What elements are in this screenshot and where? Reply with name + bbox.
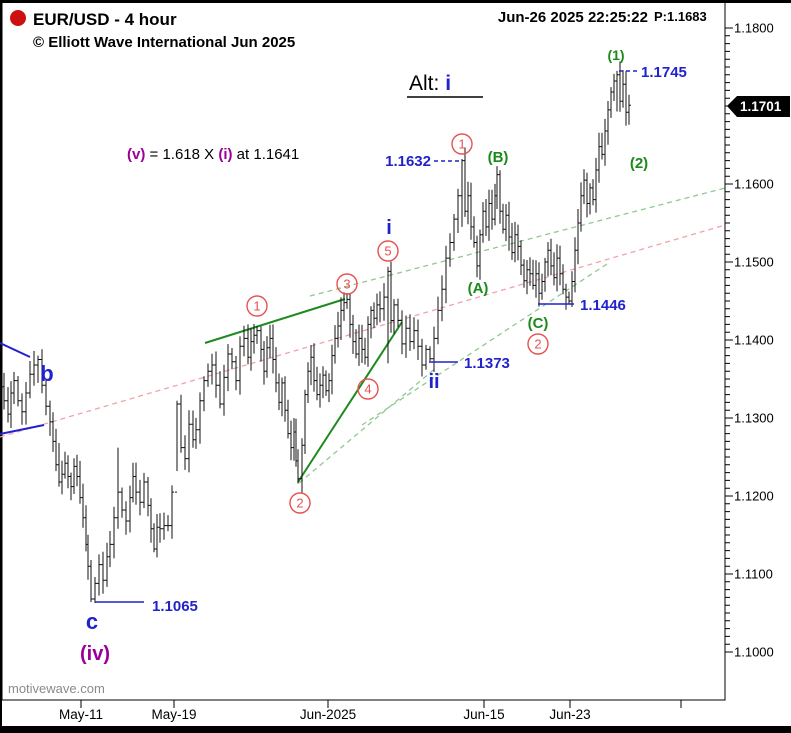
time-axis-label: May-19 [151, 707, 196, 722]
wave-label: (A) [468, 280, 489, 297]
circled-wave-number: 1 [458, 137, 465, 152]
wave-label: (2) [630, 155, 648, 172]
wave-label: (1) [607, 47, 624, 63]
price-callout-label: 1.1373 [464, 355, 510, 372]
price-callout-label: 1.1632 [385, 153, 431, 170]
circled-wave-number: 1 [253, 299, 260, 314]
circled-wave-number-ring [377, 240, 399, 262]
instrument-status-icon [10, 10, 26, 26]
price-callout-label: 1.1065 [152, 598, 198, 615]
copyright-label: © Elliott Wave International Jun 2025 [33, 34, 295, 51]
wave-label: (B) [488, 149, 509, 166]
trend-lines-layer [0, 187, 726, 484]
last-price-tag: 1.1701 [727, 96, 790, 117]
circled-wave-number-ring [289, 492, 311, 514]
trend-line-green_solid [204, 298, 346, 344]
axes-layer: 1.18001.17001.16001.15001.14001.13001.12… [59, 21, 774, 723]
chart-plot-area[interactable] [2, 2, 725, 700]
circled-wave-number-ring [336, 273, 358, 295]
trend-line-green_solid [297, 321, 403, 483]
time-axis-label: Jun-15 [463, 707, 504, 722]
circled-wave-number: 5 [384, 244, 391, 259]
price-callout-label: 1.1745 [641, 64, 687, 81]
circled-wave-number-ring [246, 295, 268, 317]
circled-wave-number-ring [451, 133, 473, 155]
time-axis-label: May-11 [59, 707, 103, 722]
time-axis-ticks [80, 700, 682, 708]
price-axis-label: 1.1300 [734, 411, 774, 426]
window-left-border [0, 0, 2, 727]
price-axis-label: 1.1000 [734, 645, 774, 660]
wave-label: i [386, 217, 392, 239]
price-axis-label: 1.1200 [734, 489, 774, 504]
circled-wave-number: 2 [296, 496, 303, 511]
price-indicator-label: P:1.1683 [654, 9, 707, 24]
price-axis-label: 1.1800 [734, 21, 774, 36]
circled-wave-number: 4 [364, 382, 371, 397]
wave-label: (iv) [80, 643, 110, 665]
wave-label: b [40, 361, 53, 386]
trend-line-green_dashed [361, 261, 611, 426]
time-axis-label: Jun-2025 [300, 707, 356, 722]
price-axis-ticks [725, 27, 733, 653]
alt-wave-label: Alt: i [409, 72, 451, 95]
price-axis-label: 1.1500 [734, 255, 774, 270]
time-axis[interactable] [2, 701, 725, 726]
circled-wave-number: 2 [534, 337, 541, 352]
wave-label: (C) [528, 315, 549, 332]
annotations-layer: 1.16321.17451.14461.13731.1065bc(iv)iii(… [40, 47, 687, 665]
motivewave-watermark: motivewave.com [8, 681, 105, 696]
price-axis-label: 1.1100 [734, 567, 773, 582]
circled-wave-number-ring [527, 333, 549, 355]
wave-label: c [86, 609, 98, 634]
trend-line-green_dashed [298, 366, 438, 484]
price-callout-label: 1.1446 [580, 297, 626, 314]
wave-label: ii [428, 371, 439, 393]
trend-line-blue_solid [0, 342, 31, 358]
chart-title: EUR/USD - 4 hour [33, 10, 177, 29]
window-bottom-border [0, 726, 791, 733]
trend-line-blue_solid [0, 424, 45, 435]
price-bars [0, 61, 631, 604]
last-price-tag-shape [727, 96, 790, 117]
price-axis-label: 1.1400 [734, 333, 774, 348]
last-price-tag-value: 1.1701 [740, 99, 782, 114]
time-axis-label: Jun-23 [549, 707, 590, 722]
circled-wave-number-ring [357, 378, 379, 400]
plot-border [1, 1, 726, 701]
timestamp-label: Jun-26 2025 22:25:22 [498, 9, 648, 26]
price-axis-label: 1.1600 [734, 177, 774, 192]
circled-wave-number: 3 [343, 277, 350, 292]
price-bars-layer [0, 61, 631, 604]
fib-projection-note: (v) = 1.618 X (i) at 1.1641 [127, 146, 299, 163]
